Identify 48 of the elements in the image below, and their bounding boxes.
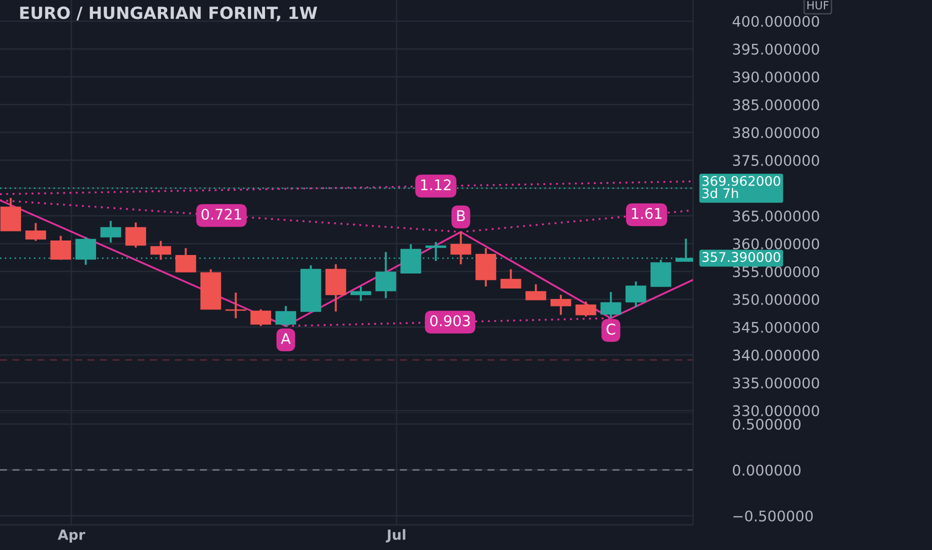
y-tick-label: 355.000000 bbox=[733, 266, 820, 278]
y-tick-label: 360.000000 bbox=[733, 238, 820, 250]
candlestick bbox=[526, 283, 546, 301]
annotation: 1.12 bbox=[421, 179, 451, 190]
candlestick bbox=[125, 222, 146, 249]
candlestick bbox=[350, 286, 372, 302]
candlestick bbox=[275, 304, 296, 328]
annotation: 1.61 bbox=[632, 208, 662, 219]
candlestick bbox=[100, 220, 122, 244]
y-tick-label: 0.500000 bbox=[732, 418, 801, 430]
annotation: C bbox=[606, 324, 616, 335]
annotation: A bbox=[280, 333, 291, 344]
candlestick bbox=[500, 268, 522, 290]
candlestick bbox=[50, 234, 72, 261]
y-tick-label: 400.000000 bbox=[732, 16, 820, 27]
y-tick-label: −0.500000 bbox=[733, 510, 813, 522]
ref-line-label: 357.390000 bbox=[702, 252, 780, 262]
ref-line-label: 369.962000 3d 7h bbox=[702, 176, 780, 198]
candlestick bbox=[600, 291, 622, 320]
annotation: 0.903 bbox=[430, 315, 470, 326]
y-tick-label: 365.000000 bbox=[733, 210, 820, 222]
annotation: 0.721 bbox=[202, 208, 242, 220]
y-tick-label: 385.000000 bbox=[733, 99, 820, 110]
y-tick-label: 350.000000 bbox=[733, 294, 820, 306]
y-tick-label: 395.000000 bbox=[733, 44, 820, 55]
chart-title: EURO / HUNGARIAN FORINT, 1W bbox=[20, 6, 318, 22]
candlestick bbox=[25, 222, 46, 242]
candlestick bbox=[250, 308, 272, 327]
text: HUF bbox=[807, 1, 829, 10]
y-tick-label: 390.000000 bbox=[733, 71, 820, 83]
y-tick-label: 335.000000 bbox=[733, 377, 820, 388]
y-tick-label: 340.000000 bbox=[733, 350, 820, 361]
y-tick-label: 345.000000 bbox=[733, 322, 820, 333]
x-tick-label: Apr bbox=[58, 530, 86, 543]
candlestick bbox=[225, 292, 246, 320]
y-tick-label: 380.000000 bbox=[733, 127, 820, 138]
candlestick bbox=[150, 240, 172, 261]
candlestick bbox=[576, 300, 596, 318]
candlestick bbox=[0, 197, 22, 232]
candlestick bbox=[450, 231, 472, 266]
y-tick-label: 0.000000 bbox=[732, 464, 801, 476]
candlestick bbox=[550, 294, 572, 316]
candlestick bbox=[175, 247, 196, 274]
y-tick-label: 375.000000 bbox=[733, 154, 820, 166]
candlestick bbox=[626, 280, 646, 308]
x-tick-label: Jul bbox=[386, 529, 406, 542]
y-tick-label: 330.000000 bbox=[733, 405, 820, 416]
annotation: B bbox=[457, 210, 465, 221]
